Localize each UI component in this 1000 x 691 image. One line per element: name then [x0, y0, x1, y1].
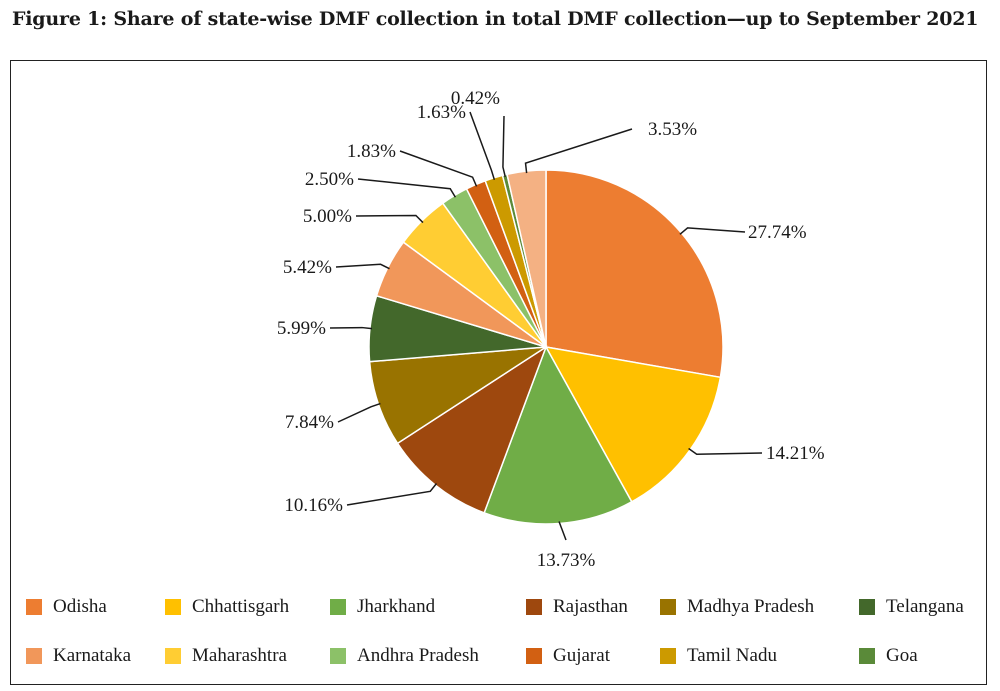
leader-line	[346, 483, 438, 506]
data-label: 14.21%	[766, 443, 825, 464]
leader-line	[337, 402, 381, 423]
data-label: 1.83%	[347, 141, 396, 162]
data-label: 0.42%	[451, 88, 500, 109]
leader-line	[357, 178, 457, 198]
leader-line	[502, 115, 506, 177]
pie-slice-odisha	[545, 169, 724, 379]
chart-title: Figure 1: Share of state-wise DMF collec…	[12, 8, 979, 30]
data-label: 27.74%	[748, 222, 807, 243]
leader-line	[558, 521, 567, 541]
leader-line	[688, 447, 763, 456]
leader-line	[469, 111, 496, 181]
leader-line	[399, 150, 478, 187]
chart-frame	[10, 60, 987, 685]
leader-line	[335, 263, 390, 270]
data-label: 5.00%	[303, 206, 352, 227]
data-label: 10.16%	[284, 495, 343, 516]
data-label: 3.53%	[648, 119, 697, 140]
data-label: 1.63%	[417, 102, 466, 123]
data-label: 5.42%	[283, 257, 332, 278]
data-label: 5.99%	[277, 318, 326, 339]
data-label: 2.50%	[305, 169, 354, 190]
leader-line	[679, 227, 746, 235]
leader-line	[355, 214, 424, 224]
leader-line	[524, 128, 633, 174]
data-label: 13.73%	[537, 550, 596, 571]
leader-line	[329, 326, 373, 330]
data-label: 7.84%	[285, 412, 334, 433]
